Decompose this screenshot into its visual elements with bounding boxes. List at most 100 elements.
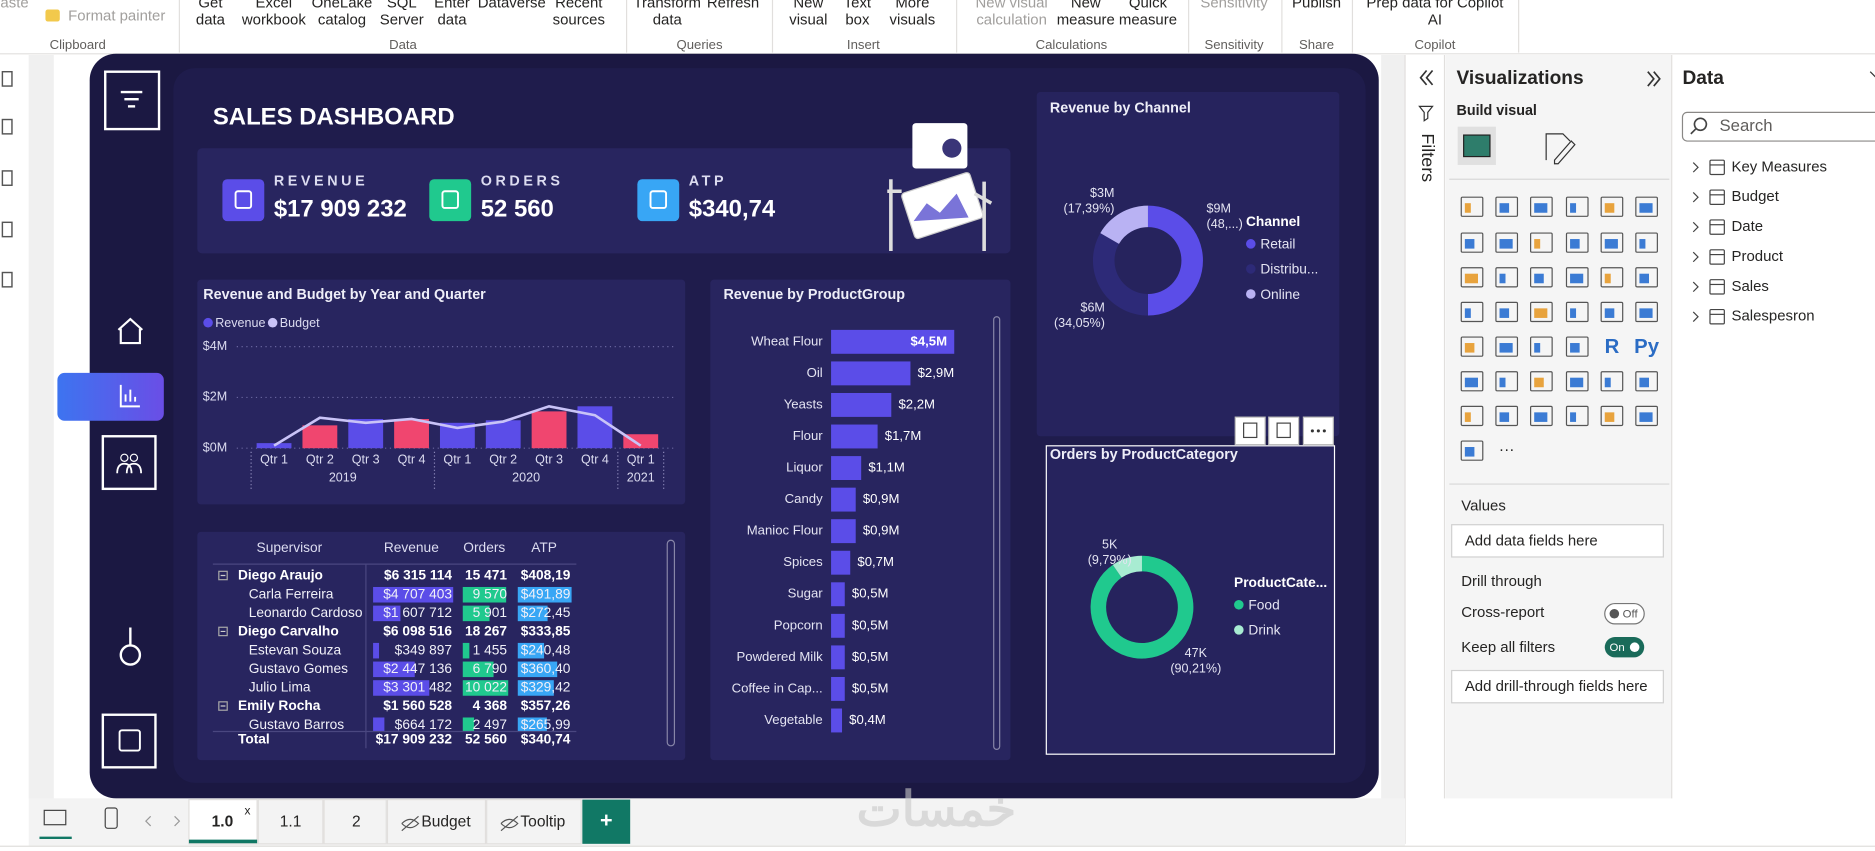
visual-type-icon[interactable] [1635, 371, 1658, 392]
visual-type-icon[interactable] [1565, 301, 1589, 323]
view-icon[interactable] [1, 221, 13, 238]
ribbon-button-label[interactable]: More [895, 0, 929, 12]
visual-type-icon[interactable] [1460, 267, 1484, 288]
add-page-button[interactable] [582, 799, 631, 844]
visual-type-icon[interactable] [1460, 405, 1484, 427]
ribbon-button-label[interactable]: Excel [256, 0, 293, 12]
visual-header-button[interactable] [1234, 416, 1266, 446]
ribbon-button-label[interactable]: calculation [976, 11, 1047, 28]
nav-people-button[interactable] [101, 435, 157, 491]
ribbon-button-label[interactable]: Prep data for Copilot [1366, 0, 1504, 12]
visual-type-icon[interactable] [1460, 301, 1484, 323]
field-table[interactable]: Date [1732, 218, 1764, 235]
visual-type-icon[interactable] [1530, 232, 1553, 253]
field-table[interactable]: Sales [1732, 278, 1769, 295]
nav-filter-button[interactable] [104, 70, 161, 131]
visual-type-icon[interactable] [1635, 232, 1658, 253]
visual-type-icon[interactable] [1495, 405, 1519, 427]
filters-title[interactable]: Filters [1418, 133, 1438, 182]
desktop-view-icon[interactable] [43, 809, 67, 826]
mobile-view-icon[interactable] [104, 807, 118, 829]
visual-type-icon[interactable] [1635, 405, 1658, 427]
ribbon-button-label[interactable]: Paste [0, 0, 29, 12]
nav-home[interactable] [117, 317, 144, 345]
visual-type-icon[interactable] [1495, 267, 1519, 288]
field-table[interactable]: Key Measures [1732, 158, 1828, 175]
visual-type-icon[interactable] [1530, 405, 1553, 427]
visual-type-icon[interactable] [1600, 371, 1624, 392]
visual-type-icon[interactable] [1530, 336, 1553, 357]
visual-type-icon[interactable] [1635, 301, 1658, 323]
ribbon-button-label[interactable]: Server [380, 11, 424, 28]
toggle-off[interactable] [1604, 602, 1645, 625]
ribbon-button-label[interactable]: data [196, 11, 226, 28]
ribbon-button-label[interactable]: workbook [241, 11, 306, 28]
visual-type-icon[interactable] [1460, 336, 1484, 357]
ribbon-button-label[interactable]: measure [1119, 11, 1177, 28]
ribbon-button-label[interactable]: Enter [434, 0, 470, 12]
format-visual-tab[interactable] [1545, 133, 1576, 165]
ribbon-button-label[interactable]: sources [553, 11, 605, 28]
toggle-on[interactable] [1604, 637, 1645, 658]
visual-type-icon[interactable] [1600, 232, 1624, 253]
visual-type-icon[interactable] [1565, 405, 1589, 427]
visual-type-icon[interactable]: Py [1634, 336, 1660, 358]
ribbon-button-label[interactable]: Transform [633, 0, 701, 12]
visual-type-icon[interactable] [1495, 301, 1519, 323]
page-tab-label[interactable]: Budget [421, 813, 471, 830]
page-tab-label[interactable]: 2 [352, 813, 361, 830]
ribbon-button-label[interactable]: New [1071, 0, 1101, 12]
visual-type-icon[interactable] [1530, 301, 1553, 323]
search-box[interactable] [1681, 111, 1875, 142]
ribbon-button-label[interactable]: data [653, 11, 683, 28]
ribbon-button-label[interactable]: visuals [890, 11, 936, 28]
visual-type-icon[interactable]: R [1605, 336, 1620, 358]
ribbon-button-label[interactable]: data [437, 11, 467, 28]
visual-type-icon[interactable] [1600, 196, 1624, 217]
field-table[interactable]: Product [1732, 248, 1784, 265]
visual-type-icon[interactable] [1495, 336, 1519, 357]
visual-type-icon[interactable] [1600, 301, 1624, 323]
ribbon-button-label[interactable]: Quick [1129, 0, 1168, 12]
page-tab-label[interactable]: 1.1 [280, 813, 302, 830]
visual-type-icon[interactable] [1460, 232, 1484, 253]
visual-type-icon[interactable] [1600, 267, 1624, 288]
visual-type-icon[interactable] [1495, 232, 1519, 253]
ribbon-button-label[interactable]: Refresh [707, 0, 759, 12]
visual-type-icon[interactable] [1495, 371, 1519, 392]
visual-type-icon[interactable] [1460, 371, 1484, 392]
ribbon-button-label[interactable]: New visual [976, 0, 1048, 12]
ribbon-button-label[interactable]: Format painter [68, 8, 165, 25]
ribbon-button-label[interactable]: New [793, 0, 823, 12]
expand-chevron[interactable] [1692, 192, 1699, 203]
visual-type-icon[interactable] [1565, 196, 1589, 217]
expand-toggle[interactable] [218, 626, 228, 637]
collapse-icon[interactable] [1419, 69, 1434, 86]
ribbon-button-label[interactable]: measure [1057, 11, 1115, 28]
visual-type-icon[interactable] [1495, 196, 1519, 217]
drop-well[interactable] [1451, 669, 1664, 704]
ribbon-button-label[interactable]: Text [844, 0, 872, 12]
expand-chevron[interactable] [1692, 251, 1699, 263]
field-table[interactable]: Budget [1732, 188, 1780, 205]
view-icon[interactable] [1, 271, 13, 288]
page-tab-label[interactable]: Tooltip [520, 813, 565, 830]
visual-type-icon[interactable] [1565, 336, 1589, 357]
visual-type-icon[interactable] [1565, 371, 1589, 392]
visual-type-icon[interactable] [1530, 196, 1553, 217]
page-tab[interactable] [257, 799, 324, 845]
visual-type-icon[interactable] [1460, 196, 1484, 217]
ribbon-button-label[interactable]: OneLake [312, 0, 373, 12]
more-visuals[interactable]: ··· [1499, 442, 1515, 459]
ribbon-button-label[interactable]: visual [789, 11, 827, 28]
page-tab-label[interactable]: 1.0 [212, 813, 234, 830]
visual-type-icon[interactable] [1600, 405, 1624, 427]
ribbon-button-label[interactable]: catalog [318, 11, 366, 28]
nav-active[interactable] [57, 372, 164, 421]
visual-type-icon[interactable] [1460, 440, 1484, 461]
drop-well[interactable] [1451, 524, 1664, 558]
add-page-label[interactable]: + [600, 808, 613, 832]
ribbon-button-label[interactable]: Get [198, 0, 223, 12]
visual-type-icon[interactable] [1635, 267, 1658, 288]
visual-type-icon[interactable] [1565, 267, 1589, 288]
